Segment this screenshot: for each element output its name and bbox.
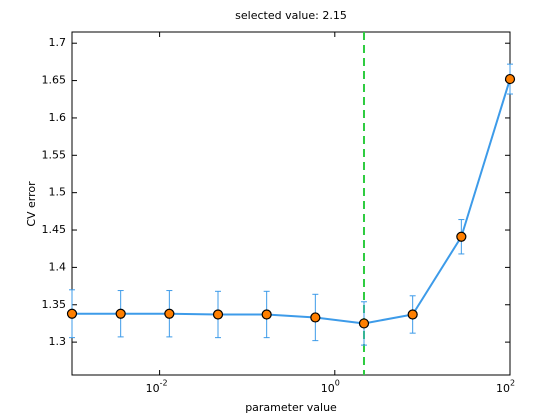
plot-frame: [71, 31, 511, 376]
y-tick-label: 1.5: [49, 186, 67, 199]
marker: [261, 309, 272, 320]
y-tick-label: 1.3: [49, 335, 67, 348]
x-tick-exponent: 2: [510, 379, 515, 388]
marker: [164, 308, 175, 319]
y-tick-label: 1.45: [42, 223, 67, 236]
y-tick-label: 1.35: [42, 298, 67, 311]
marker: [212, 309, 224, 320]
x-tick-exponent: -2: [160, 379, 168, 388]
y-tick-label: 1.55: [42, 148, 67, 161]
x-tick-label: 10: [146, 382, 160, 395]
marker: [66, 308, 78, 319]
x-tick-label: 10: [496, 382, 510, 395]
marker: [504, 73, 516, 85]
chart-title: selected value: 2.15: [235, 9, 347, 22]
marker: [115, 308, 126, 319]
line: [72, 78, 511, 325]
y-tick-label: 1.65: [42, 74, 67, 87]
y-tick-label: 1.6: [49, 111, 67, 124]
marker: [310, 312, 321, 323]
y-tick-label: 1.7: [49, 36, 67, 49]
marker: [358, 318, 370, 329]
x-axis-label: parameter value: [245, 401, 337, 414]
x-tick-exponent: 0: [335, 379, 340, 388]
x-tick-label: 10: [321, 382, 335, 395]
marker: [456, 231, 467, 242]
y-axis-label: CV error: [25, 181, 38, 227]
marker: [407, 309, 418, 320]
y-tick-label: 1.4: [49, 260, 67, 273]
